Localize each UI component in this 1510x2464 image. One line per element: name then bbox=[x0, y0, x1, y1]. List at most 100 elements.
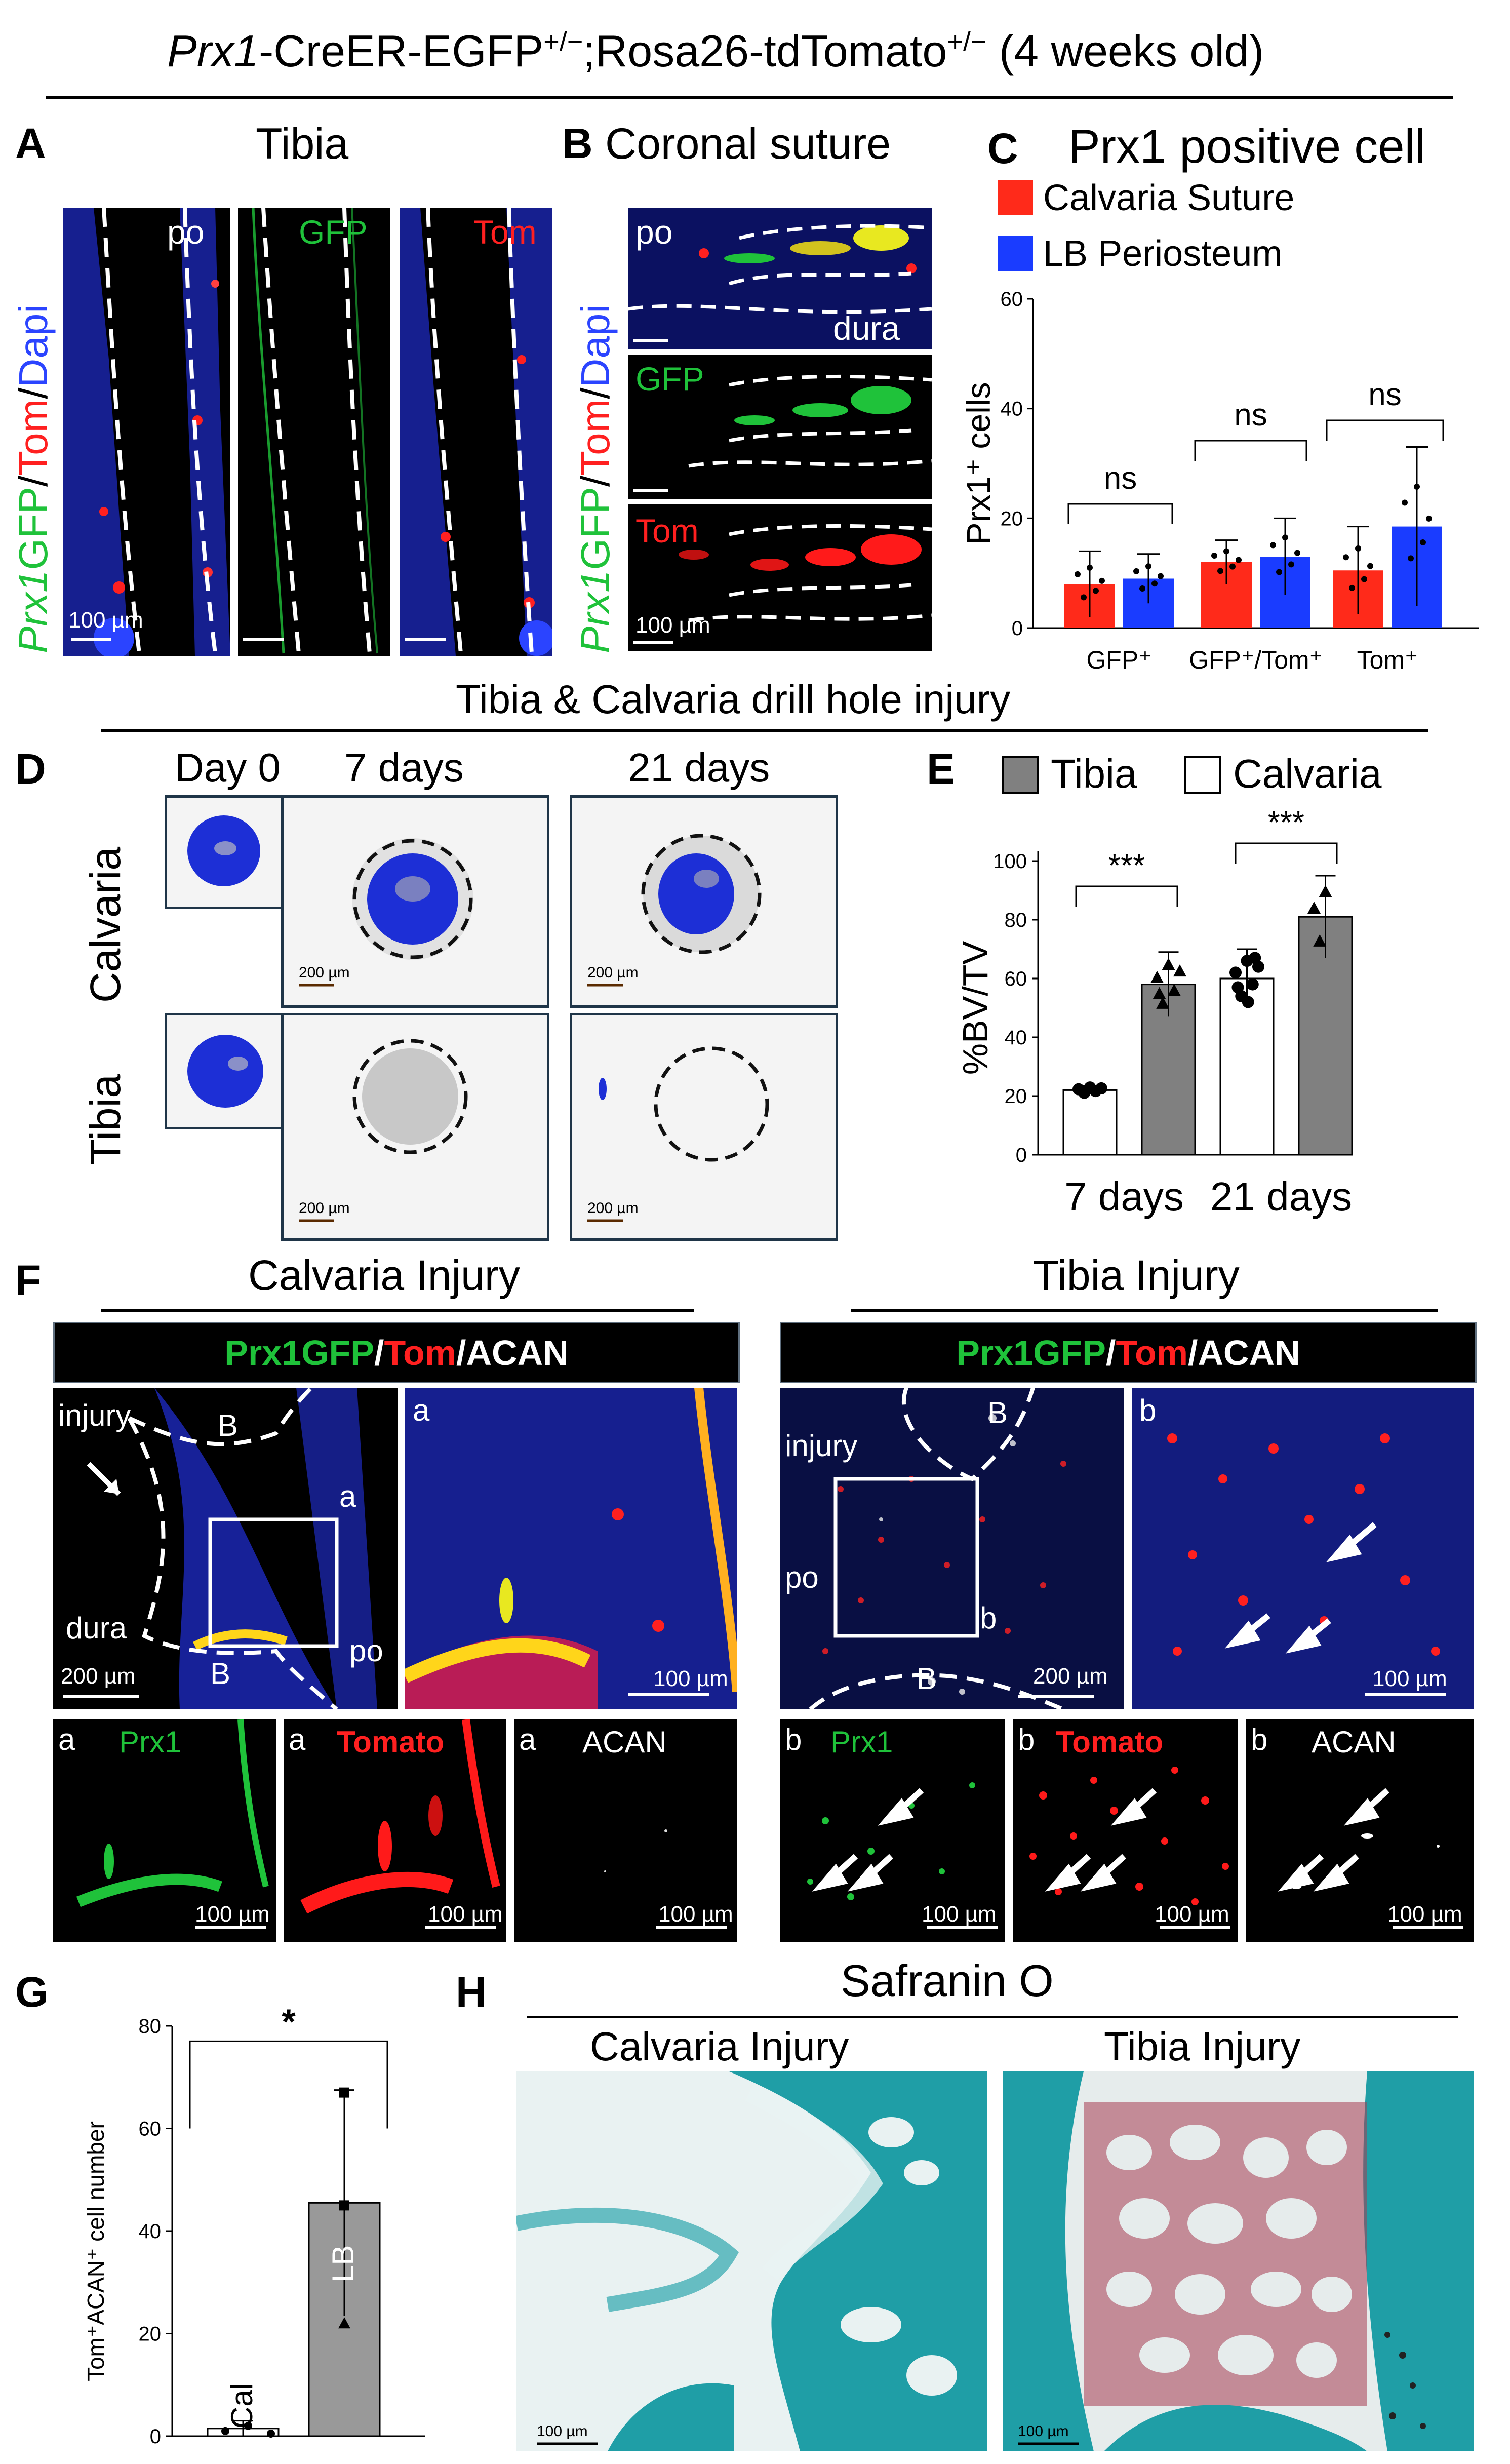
y-axis-label: %BV/TV bbox=[956, 941, 995, 1075]
panel-f-b-tomato bbox=[1013, 1719, 1238, 1942]
panel-b-ylabel: Prx1GFP/Tom/Dapi bbox=[573, 304, 618, 653]
figure-title-part1: -CreER-EGFP bbox=[258, 26, 544, 76]
panel-f-cal-label-B-top: B bbox=[218, 1409, 239, 1442]
panel-f-a-prx1-label: Prx1 bbox=[119, 1725, 182, 1759]
data-point bbox=[1151, 580, 1158, 587]
panel-d-tibia-7days: 200 µm bbox=[281, 1013, 549, 1241]
significance-label: * bbox=[282, 2002, 296, 2041]
panel-b-label-po: po bbox=[635, 213, 673, 251]
panel-c-title: Prx1 positive cell bbox=[1068, 120, 1426, 173]
data-point bbox=[1211, 553, 1217, 559]
data-point bbox=[244, 2421, 252, 2430]
data-point bbox=[1145, 563, 1151, 570]
panel-f-b-acan-scale: 100 µm bbox=[1387, 1902, 1462, 1927]
panel-f-a-acan-label: ACAN bbox=[582, 1725, 667, 1759]
panel-f-calvaria-overview bbox=[53, 1388, 398, 1709]
panel-f-tib-label-B-top: B bbox=[987, 1396, 1008, 1430]
bar-label-cal: Cal bbox=[225, 2383, 259, 2429]
panel-f-a-acan-scale: 100 µm bbox=[658, 1902, 733, 1927]
panel-b-label-dura: dura bbox=[833, 309, 900, 347]
panel-e-letter: E bbox=[927, 745, 956, 793]
panel-d-calvaria-21days: 200 µm bbox=[570, 795, 838, 1008]
significance-label: ns bbox=[1234, 398, 1267, 433]
data-point bbox=[1099, 577, 1105, 584]
panel-a-merged-image bbox=[63, 208, 230, 656]
panel-b-label-tom: Tom bbox=[635, 512, 699, 550]
y-tick-label: 60 bbox=[1005, 968, 1027, 990]
panel-d-scale-7d-tib: 200 µm bbox=[299, 1200, 350, 1217]
y-tick-label: 0 bbox=[1016, 1144, 1027, 1166]
panel-d-row-tibia: Tibia bbox=[82, 1074, 129, 1165]
data-point bbox=[339, 2087, 349, 2098]
panel-f-a-tomato bbox=[284, 1719, 506, 1942]
data-point bbox=[338, 2317, 350, 2329]
panel-f-zoom-b-label: b bbox=[1139, 1393, 1157, 1427]
data-point bbox=[1246, 978, 1259, 991]
data-point bbox=[1139, 585, 1145, 592]
panel-f-tib-label-B-bottom: B bbox=[917, 1662, 937, 1696]
panel-a-tom-scale-bar bbox=[405, 638, 446, 641]
panel-b-label-gfp: GFP bbox=[635, 360, 704, 398]
panel-f-cal-label-po: po bbox=[349, 1634, 383, 1668]
data-point bbox=[1173, 964, 1186, 977]
panel-b-scale-bar bbox=[633, 641, 673, 644]
legend-label-1: Calvaria Suture bbox=[1043, 178, 1294, 218]
y-tick-label: 20 bbox=[1001, 507, 1023, 530]
y-tick-label: 20 bbox=[139, 2323, 162, 2345]
data-point bbox=[1153, 987, 1166, 999]
data-point bbox=[1075, 571, 1081, 577]
section-de-rule bbox=[101, 729, 1428, 732]
panel-f-b-acan-letter: b bbox=[1251, 1723, 1268, 1756]
x-category-label: 7 days bbox=[1064, 1174, 1184, 1219]
panel-c-letter: C bbox=[987, 125, 1018, 172]
panel-h-calvaria-image: 100 µm bbox=[516, 2071, 987, 2451]
panel-h-title: Safranin O bbox=[841, 1955, 1054, 2006]
significance-label: *** bbox=[1268, 805, 1304, 840]
panel-f-left-header: Prx1GFP / Tom / ACAN bbox=[53, 1322, 740, 1383]
y-tick-label: 40 bbox=[1005, 1027, 1027, 1049]
x-category-label: Tom⁺ bbox=[1357, 646, 1418, 674]
panel-a-letter: A bbox=[15, 120, 46, 167]
panel-b-gfp-scale-bar bbox=[633, 489, 668, 492]
y-tick-label: 0 bbox=[150, 2426, 161, 2448]
panel-f-right-title: Tibia Injury bbox=[1033, 1251, 1240, 1299]
data-point bbox=[1167, 984, 1181, 996]
panel-f-zoom-a-scale: 100 µm bbox=[653, 1666, 728, 1691]
significance-bracket bbox=[1067, 503, 1173, 524]
panel-a-ylabel: Prx1GFP/Tom/Dapi bbox=[11, 304, 56, 653]
data-point bbox=[267, 2429, 275, 2438]
legend-swatch-calvaria bbox=[1184, 756, 1221, 794]
bar-label-lb: LB bbox=[326, 2245, 360, 2282]
panel-f-a-prx1-scale: 100 µm bbox=[195, 1902, 270, 1927]
panel-d-scale-21d-tib: 200 µm bbox=[587, 1200, 639, 1217]
panel-f-tib-scale200: 200 µm bbox=[1033, 1664, 1108, 1689]
significance-bracket bbox=[1194, 440, 1307, 461]
figure-title-part3: (4 weeks old) bbox=[986, 26, 1264, 76]
panel-a-tom-image bbox=[400, 208, 552, 656]
panel-h-calvaria-scale: 100 µm bbox=[537, 2423, 588, 2440]
significance-bracket bbox=[1235, 842, 1338, 864]
panel-f-tib-label-injury: injury bbox=[785, 1429, 858, 1463]
panel-f-b-tomato-letter: b bbox=[1018, 1723, 1035, 1756]
panel-f-tibia-zoom-b bbox=[1132, 1388, 1474, 1709]
data-point bbox=[1087, 564, 1093, 571]
data-point bbox=[1414, 484, 1420, 490]
significance-bracket bbox=[189, 2040, 388, 2129]
panel-f-b-tomato-scale: 100 µm bbox=[1155, 1902, 1229, 1927]
significance-label: ns bbox=[1104, 461, 1137, 496]
header-rule bbox=[46, 96, 1453, 99]
panel-f-a-tomato-label: Tomato bbox=[337, 1725, 445, 1759]
section-de-title: Tibia & Calvaria drill hole injury bbox=[456, 677, 1011, 722]
panel-f-cal-label-B-bottom: B bbox=[210, 1657, 231, 1691]
legend-label-tibia: Tibia bbox=[1051, 751, 1137, 796]
figure-title-sup2: +/− bbox=[947, 26, 987, 57]
panel-f-right-header: Prx1GFP / Tom / ACAN bbox=[780, 1322, 1477, 1383]
data-point bbox=[1420, 539, 1426, 545]
y-tick-label: 60 bbox=[139, 2118, 162, 2140]
panel-b-merged-image bbox=[628, 208, 932, 349]
panel-h-letter: H bbox=[456, 1968, 487, 2016]
data-point bbox=[1367, 563, 1373, 569]
data-point bbox=[1158, 573, 1164, 579]
panel-b-merged-scale-bar bbox=[633, 339, 668, 342]
data-point bbox=[1270, 542, 1276, 549]
